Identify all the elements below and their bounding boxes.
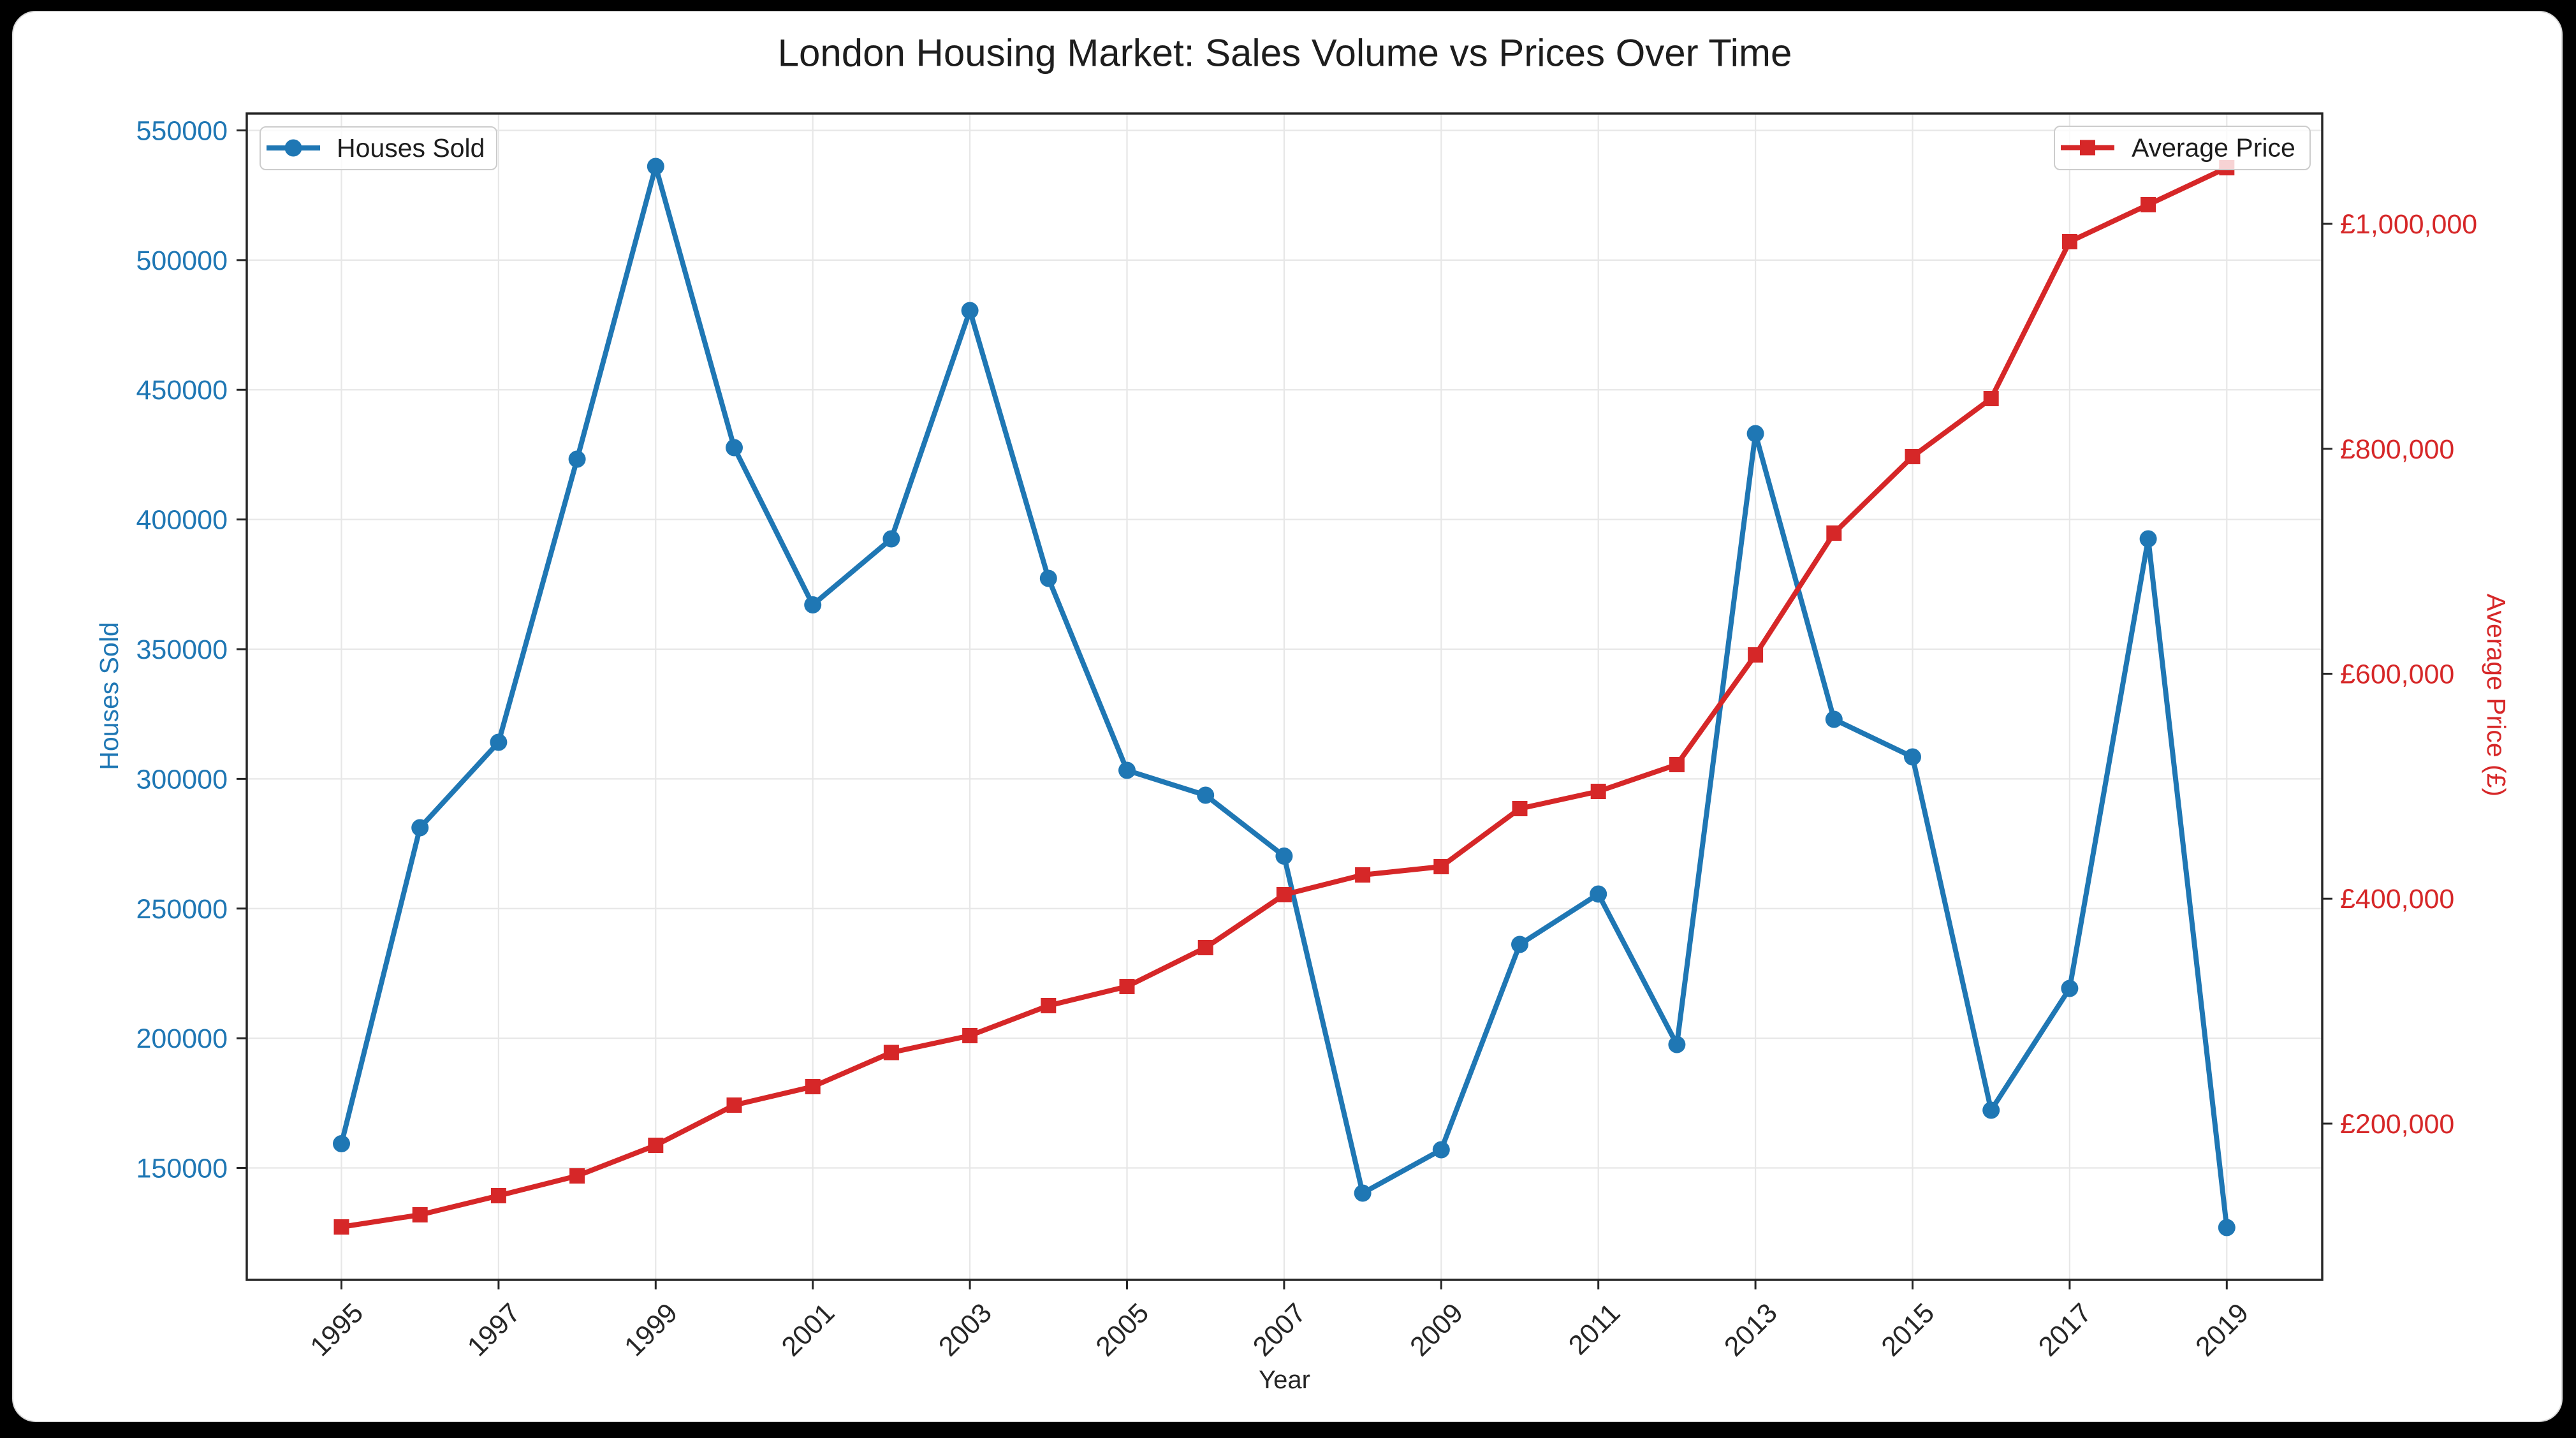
svg-text:Year: Year: [1259, 1366, 1310, 1394]
svg-text:500000: 500000: [136, 246, 228, 276]
svg-text:Houses Sold: Houses Sold: [94, 622, 124, 770]
svg-text:£400,000: £400,000: [2340, 884, 2454, 914]
svg-text:350000: 350000: [136, 635, 228, 665]
svg-text:£1,000,000: £1,000,000: [2340, 209, 2477, 240]
svg-text:Houses Sold: Houses Sold: [337, 133, 485, 163]
svg-text:£600,000: £600,000: [2340, 659, 2454, 690]
svg-text:150000: 150000: [136, 1154, 228, 1184]
svg-text:Average Price: Average Price: [2132, 133, 2295, 163]
svg-text:550000: 550000: [136, 116, 228, 147]
svg-text:200000: 200000: [136, 1023, 228, 1054]
svg-text:Average Price (£): Average Price (£): [2482, 594, 2511, 796]
svg-text:London Housing Market: Sales V: London Housing Market: Sales Volume vs P…: [778, 32, 1792, 75]
svg-text:250000: 250000: [136, 894, 228, 925]
svg-text:£200,000: £200,000: [2340, 1109, 2454, 1140]
svg-text:450000: 450000: [136, 375, 228, 406]
svg-text:300000: 300000: [136, 764, 228, 795]
svg-text:£800,000: £800,000: [2340, 434, 2454, 465]
svg-text:400000: 400000: [136, 505, 228, 536]
